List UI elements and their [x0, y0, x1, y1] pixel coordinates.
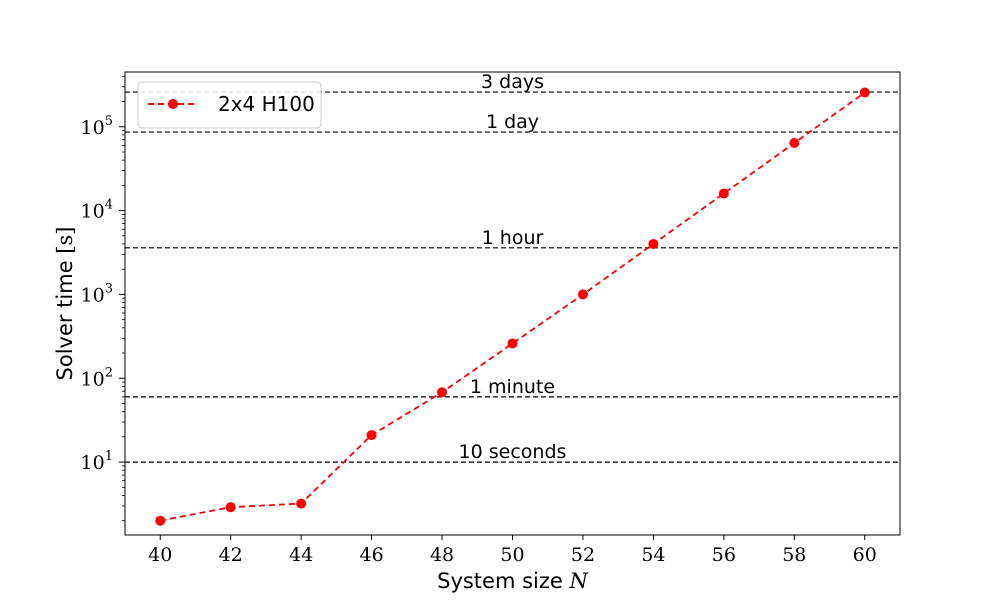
x-axis-label-text: System size — [437, 569, 563, 593]
y-tick-label-exponent: 3 — [105, 281, 113, 296]
x-tick-label: 44 — [289, 544, 313, 566]
y-tick-label-exponent: 5 — [105, 114, 113, 129]
y-tick-label: 103 — [81, 281, 113, 306]
y-tick-label: 105 — [81, 114, 113, 139]
plot-area-frame — [124, 71, 901, 536]
x-tick-label: 50 — [500, 544, 524, 566]
x-tick-label: 52 — [571, 544, 595, 566]
reference-line-label: 1 minute — [470, 376, 555, 398]
reference-lines — [125, 91, 900, 463]
y-tick-label-base: 10 — [81, 368, 105, 390]
data-point — [366, 430, 377, 441]
data-point — [507, 338, 518, 349]
reference-line-label: 10 seconds — [459, 441, 567, 463]
data-series — [155, 87, 870, 526]
data-point — [225, 502, 236, 513]
x-tick-label: 60 — [853, 544, 877, 566]
y-tick-label-base: 10 — [81, 284, 105, 306]
y-tick-label: 102 — [81, 365, 113, 390]
reference-line-label: 3 days — [481, 71, 544, 93]
y-tick-label-base: 10 — [81, 201, 105, 223]
reference-line-labels: 10 seconds 1 minute 1 hour 1 day 3 days — [459, 71, 567, 463]
data-point — [155, 515, 166, 526]
x-tick-label: 54 — [641, 544, 665, 566]
legend-box — [137, 81, 322, 129]
y-axis-label-text: Solver time — [53, 260, 77, 380]
x-axis-label-symbol: N — [569, 569, 589, 593]
legend-entry-label: 2x4 H100 — [218, 92, 315, 116]
legend-marker — [168, 99, 178, 109]
y-tick-label-exponent: 2 — [105, 365, 113, 380]
x-tick-label: 48 — [430, 544, 454, 566]
y-axis-label-unit: [s] — [53, 227, 77, 254]
x-axis: 40 42 44 46 48 50 52 54 56 58 60 — [148, 535, 877, 566]
data-point — [296, 498, 307, 509]
y-axis-label: Solver time [s] — [53, 227, 77, 381]
x-axis-label: System size N — [437, 569, 588, 593]
y-tick-label: 104 — [81, 198, 113, 223]
data-point — [718, 188, 729, 199]
reference-line-label: 1 hour — [482, 227, 544, 249]
x-tick-label: 58 — [782, 544, 806, 566]
y-tick-label-exponent: 4 — [105, 198, 113, 213]
y-tick-label: 101 — [81, 449, 113, 474]
data-point — [859, 87, 870, 98]
legend: 2x4 H100 — [137, 81, 322, 129]
y-tick-label-base: 10 — [81, 117, 105, 139]
x-tick-label: 46 — [359, 544, 383, 566]
x-tick-label: 56 — [712, 544, 736, 566]
x-tick-label: 42 — [219, 544, 243, 566]
data-point — [577, 289, 588, 300]
data-point — [437, 387, 448, 398]
y-tick-label-exponent: 1 — [105, 449, 113, 464]
y-tick-label-base: 10 — [81, 452, 105, 474]
data-point — [648, 238, 659, 249]
reference-line-label: 1 day — [486, 111, 539, 133]
x-tick-label: 40 — [148, 544, 172, 566]
data-point — [789, 138, 800, 149]
